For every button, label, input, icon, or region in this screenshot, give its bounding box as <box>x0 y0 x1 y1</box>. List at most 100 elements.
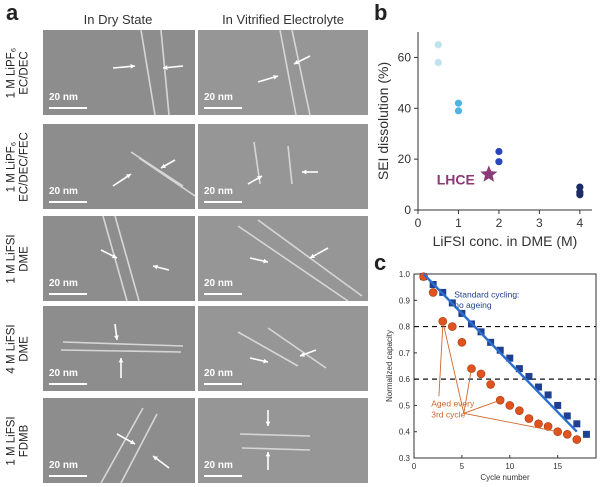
scale-bar-label: 20 nm <box>204 278 233 289</box>
x-tick-label: 1 <box>455 216 462 230</box>
standard-cycling-point <box>563 412 571 420</box>
row-label-line1: 4 M LiFSI <box>5 323 17 374</box>
scale-bar <box>49 201 87 203</box>
aged-point <box>505 401 515 410</box>
y-tick-label: 1.0 <box>399 270 411 279</box>
aged-point <box>553 427 562 437</box>
y-tick-label: 0.4 <box>399 428 411 437</box>
pointer-arrowhead <box>112 253 117 259</box>
aged-point <box>438 317 448 326</box>
data-point <box>434 41 442 49</box>
standard-cycling-point <box>554 401 562 409</box>
row-label-line1: 1 M LiPF₆ <box>5 47 17 98</box>
row-label-line2: FDMB <box>18 424 30 457</box>
aged-pointer-line <box>463 399 501 414</box>
row-label-line1: 1 M LiPF₆ <box>5 141 17 192</box>
pointer-arrowhead <box>263 258 268 264</box>
pointer-arrowhead <box>302 169 307 175</box>
aged-point <box>572 435 582 444</box>
sei-edge-line <box>287 145 293 185</box>
sei-edge-line <box>267 327 327 369</box>
tem-image-row5-dry: 20 nm <box>43 398 195 483</box>
x-axis-label: Cycle number <box>480 473 530 482</box>
sei-edge-line <box>237 225 349 301</box>
y-tick-label: 20 <box>398 152 412 166</box>
pointer-arrowhead <box>161 163 166 168</box>
lhce-annotation: LHCE <box>437 171 475 187</box>
aged-point <box>476 369 486 379</box>
panel-a-letter: a <box>6 0 19 25</box>
y-tick-label: 0.7 <box>399 349 411 358</box>
sei-edge-line <box>100 407 144 483</box>
pointer-arrowhead <box>153 264 158 270</box>
column-header-dry: In Dry State <box>83 12 153 27</box>
x-tick-label: 3 <box>536 216 543 230</box>
standard-cycling-point <box>582 430 590 438</box>
sei-edge-line <box>62 341 184 347</box>
tem-image-row4-dry: 20 nm <box>43 306 195 391</box>
y-tick-label: 0.5 <box>399 401 411 410</box>
scale-bar <box>204 201 242 203</box>
aged-pointer-line <box>438 326 444 397</box>
y-tick-label: 0.3 <box>399 454 411 463</box>
scale-bar <box>49 383 87 385</box>
y-tick-label: 0.6 <box>399 375 411 384</box>
scale-bar-label: 20 nm <box>49 460 78 471</box>
sei-edge-line <box>140 30 156 115</box>
sei-edge-line <box>237 331 299 367</box>
x-tick-label: 5 <box>460 462 465 471</box>
x-tick-label: 4 <box>577 216 584 230</box>
column-header-vitrified: In Vitrified Electrolyte <box>222 12 344 27</box>
tem-image-row1-vitrified: 20 nm <box>198 30 368 115</box>
y-tick-label: 40 <box>398 101 412 115</box>
row-label-line1: 1 M LiFSI <box>5 415 17 466</box>
standard-cycling-point <box>515 365 523 373</box>
sei-edge-line <box>239 433 311 437</box>
row-label-line2: DME <box>18 245 30 272</box>
y-tick-label: 0 <box>404 203 411 217</box>
row-label-line2: EC/DEC/FEC <box>18 131 30 202</box>
row-label-4: 4 M LiFSI DME <box>5 306 35 391</box>
aged-point <box>448 322 457 331</box>
panel-c-letter: c <box>374 250 387 275</box>
standard-annotation-line2: no ageing <box>454 300 492 310</box>
data-point <box>495 147 503 156</box>
pointer-arrowhead <box>130 64 135 69</box>
aged-point <box>562 430 572 439</box>
row-label-3: 1 M LiFSI DME <box>5 216 35 301</box>
x-tick-label: 15 <box>553 462 562 471</box>
y-axis-label: Normalized capacity <box>385 330 394 402</box>
y-tick-label: 0.9 <box>399 296 411 305</box>
sei-edge-line <box>60 349 182 353</box>
y-axis-label: SEI dissolution (%) <box>375 62 391 180</box>
data-point <box>576 183 584 191</box>
lhce-star-point <box>480 165 498 182</box>
scale-bar-label: 20 nm <box>49 186 78 197</box>
aged-point <box>428 288 438 297</box>
trend-line <box>422 273 578 433</box>
scale-bar <box>204 107 242 109</box>
pointer-arrowhead <box>126 174 131 179</box>
scale-bar <box>204 293 242 295</box>
pointer-arrowhead <box>130 439 135 444</box>
aged-point <box>534 419 543 429</box>
pointer-arrowhead <box>265 421 271 426</box>
aged-annotation-line2: 3rd cycle <box>431 409 465 419</box>
x-axis-label: LiFSI conc. in DME (M) <box>433 233 578 249</box>
scale-bar-label: 20 nm <box>204 92 233 103</box>
capacity-chart: 0.3 0.4 0.5 0.6 0.7 0.8 0.9 1.0 0 5 10 15 Cycle numb… <box>385 270 597 482</box>
standard-cycling-point <box>544 391 552 399</box>
standard-cycling-point <box>535 383 543 391</box>
aged-point <box>515 406 524 415</box>
data-point <box>454 99 463 107</box>
aged-annotation-line1: Aged every <box>431 399 475 409</box>
tem-image-row4-vitrified: 20 nm <box>198 306 368 391</box>
sei-edge-line <box>291 30 311 115</box>
pointer-arrowhead <box>294 59 299 65</box>
row-label-1: 1 M LiPF₆ EC/DEC <box>5 30 35 115</box>
pointer-arrowhead <box>300 352 305 357</box>
pointer-arrowhead <box>310 253 315 258</box>
sei-edge-line <box>160 30 170 115</box>
scale-bar-label: 20 nm <box>204 460 233 471</box>
aged-point <box>467 364 476 373</box>
